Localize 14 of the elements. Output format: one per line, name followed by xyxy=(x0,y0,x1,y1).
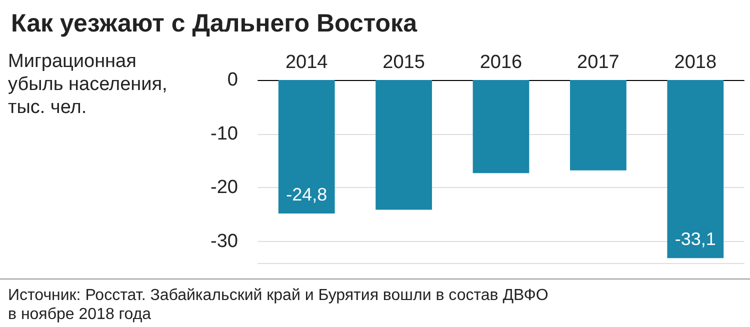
y-axis-title: Миграционная убыль населения, тыс. чел. xyxy=(8,51,168,118)
x-tick-label: 2015 xyxy=(382,52,425,73)
y-tick-label: -10 xyxy=(210,123,238,144)
y-tick-label: -30 xyxy=(210,230,238,252)
x-tick-label: 2018 xyxy=(674,52,717,73)
data-label: -33,1 xyxy=(674,229,716,250)
x-tick-label: 2017 xyxy=(577,52,620,73)
chart-title: Как уезжают с Дальнего Востока xyxy=(11,10,418,38)
x-tick-label: 2016 xyxy=(480,52,522,73)
text: Источник: Росстат. Забайкальский край и Бурятия вошли в состав ДВФО в ноябре 2018 года xyxy=(8,287,548,323)
data-label: -24,8 xyxy=(286,184,328,204)
y-tick-label: -20 xyxy=(210,177,238,198)
x-tick-label: 2014 xyxy=(285,52,328,73)
y-tick-label: 0 xyxy=(227,70,238,90)
